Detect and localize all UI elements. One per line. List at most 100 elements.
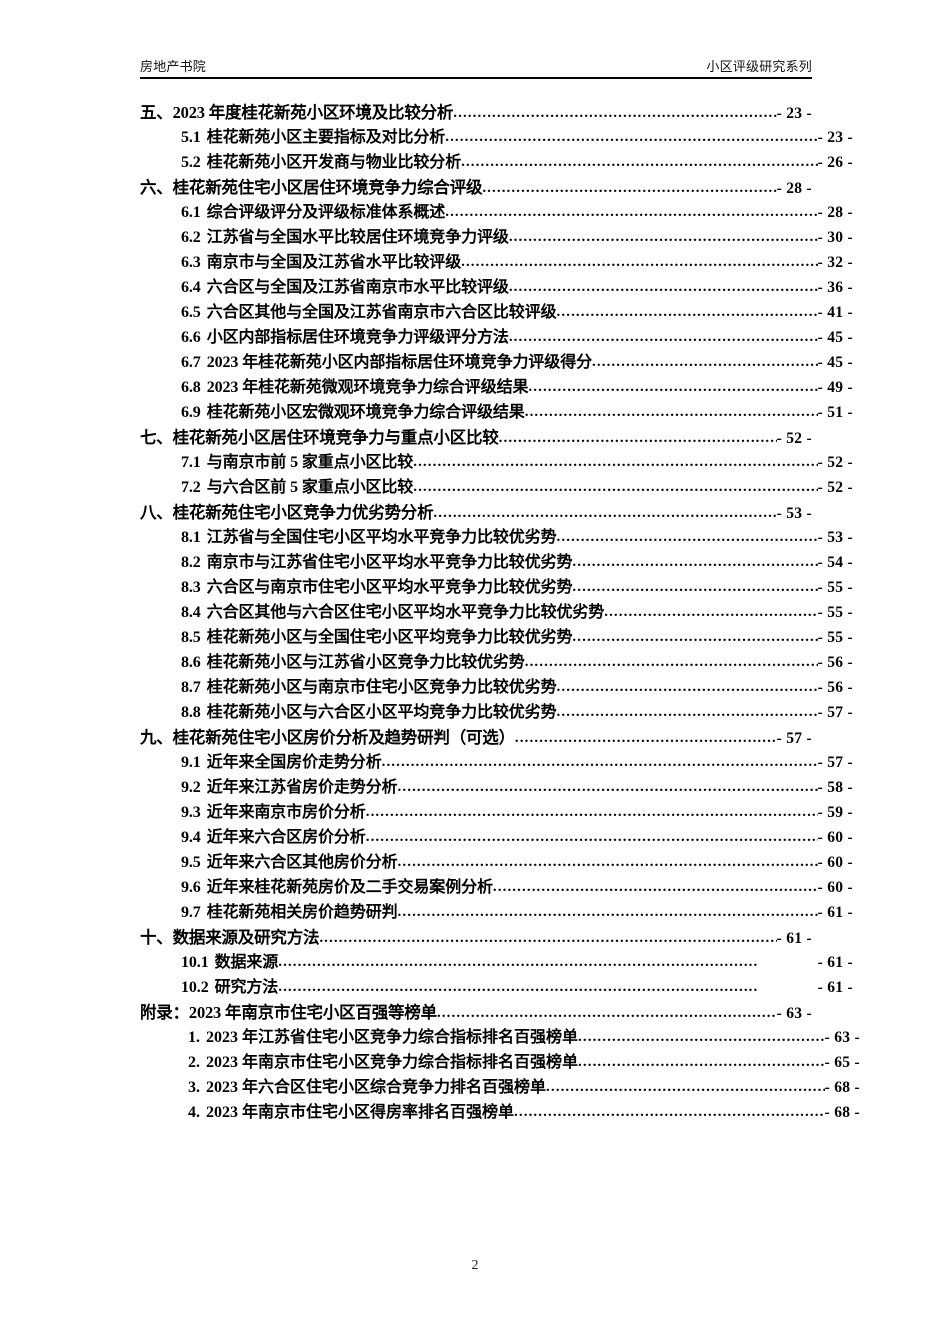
toc-page-number[interactable]: - 68 - xyxy=(824,1104,860,1121)
toc-leader-dots: ........................................… xyxy=(397,904,818,920)
toc-page-number[interactable]: - 56 - xyxy=(817,654,853,671)
toc-leader-dots: ........................................… xyxy=(365,829,818,845)
toc-page-number[interactable]: - 52 - xyxy=(817,454,853,471)
toc-page-number[interactable]: - 61 - xyxy=(776,930,812,947)
toc-entry[interactable]: 6.4 六合区与全国及江苏省南京市水平比较评级..................… xyxy=(181,275,853,300)
toc-entry[interactable]: 9.2 近年来江苏省房价走势分析.........................… xyxy=(181,775,853,800)
toc-entry[interactable]: 6.9 桂花新苑小区宏微观环境竞争力综合评级结果.................… xyxy=(181,400,853,425)
toc-leader-dots: ........................................… xyxy=(433,505,776,521)
toc-leader-dots: ........................................… xyxy=(556,704,818,720)
toc-leader-dots: ........................................… xyxy=(492,879,818,895)
toc-page-number[interactable]: - 58 - xyxy=(817,779,853,796)
toc-entry[interactable]: 六、桂花新苑住宅小区居住环境竞争力综合评级...................… xyxy=(140,175,812,200)
toc-entry-title: 桂花新苑小区主要指标及对比分析 xyxy=(206,129,446,146)
toc-page-number[interactable]: - 52 - xyxy=(776,430,812,447)
toc-page-number[interactable]: - 60 - xyxy=(817,879,853,896)
toc-page-number[interactable]: - 36 - xyxy=(817,279,853,296)
toc-entry[interactable]: 10.2 研究方法................................… xyxy=(181,975,853,1000)
toc-entry-title: 南京市与全国及江苏省水平比较评级 xyxy=(206,254,462,271)
toc-entry[interactable]: 10.1 数据来源................................… xyxy=(181,950,853,975)
toc-entry[interactable]: 9.6 近年来桂花新苑房价及二手交易案例分析...................… xyxy=(181,875,853,900)
toc-page-number[interactable]: - 45 - xyxy=(817,354,853,371)
toc-entry[interactable]: 6.7 2023 年桂花新苑小区内部指标居住环境竞争力评级得分..........… xyxy=(181,350,853,375)
toc-entry[interactable]: 8.2 南京市与江苏省住宅小区平均水平竞争力比较优劣势..............… xyxy=(181,550,853,575)
toc-page-number[interactable]: - 23 - xyxy=(776,105,812,122)
toc-entry[interactable]: 2. 2023 年南京市住宅小区竞争力综合指标排名百强榜单............… xyxy=(188,1050,860,1075)
toc-page-number[interactable]: - 32 - xyxy=(817,254,853,271)
toc-entry-text: 9.2 近年来江苏省房价走势分析 xyxy=(181,775,398,800)
toc-page-number[interactable]: - 53 - xyxy=(817,529,853,546)
toc-entry[interactable]: 8.8 桂花新苑小区与六合区小区平均竞争力比较优劣势...............… xyxy=(181,700,853,725)
toc-entry[interactable]: 3. 2023 年六合区住宅小区综合竞争力排名百强榜单..............… xyxy=(188,1075,860,1100)
toc-entry[interactable]: 7.1 与南京市前 5 家重点小区比较......................… xyxy=(181,450,853,475)
toc-page-number[interactable]: - 55 - xyxy=(817,579,853,596)
toc-entry[interactable]: 9.1 近年来全国房价走势分析..........................… xyxy=(181,750,853,775)
toc-page-number[interactable]: - 57 - xyxy=(817,704,853,721)
toc-entry[interactable]: 9.4 近年来六合区房价分析...........................… xyxy=(181,825,853,850)
toc-entry-title: 近年来江苏省房价走势分析 xyxy=(206,779,398,796)
toc-page-number[interactable]: - 52 - xyxy=(817,479,853,496)
toc-entry[interactable]: 8.7 桂花新苑小区与南京市住宅小区竞争力比较优劣势...............… xyxy=(181,675,853,700)
toc-entry[interactable]: 9.7 桂花新苑相关房价趋势研判.........................… xyxy=(181,900,853,925)
toc-page-number[interactable]: - 30 - xyxy=(817,229,853,246)
toc-page-number[interactable]: - 26 - xyxy=(817,154,853,171)
toc-entry-text: 9.4 近年来六合区房价分析 xyxy=(181,825,366,850)
toc-entry[interactable]: 5.2 桂花新苑小区开发商与物业比较分析.....................… xyxy=(181,150,853,175)
toc-entry[interactable]: 6.1 综合评级评分及评级标准体系概述......................… xyxy=(181,200,853,225)
toc-leader-dots: ........................................… xyxy=(556,679,818,695)
toc-page-number[interactable]: - 61 - xyxy=(817,954,853,971)
toc-entry-text: 6.4 六合区与全国及江苏省南京市水平比较评级 xyxy=(181,275,509,300)
toc-leader-dots: ........................................… xyxy=(508,279,818,295)
toc-entry[interactable]: 6.2 江苏省与全国水平比较居住环境竞争力评级..................… xyxy=(181,225,853,250)
toc-page-number[interactable]: - 55 - xyxy=(817,629,853,646)
toc-page-number[interactable]: - 55 - xyxy=(817,604,853,621)
toc-page-number[interactable]: - 56 - xyxy=(817,679,853,696)
toc-entry[interactable]: 七、桂花新苑小区居住环境竞争力与重点小区比较..................… xyxy=(140,425,812,450)
toc-page-number[interactable]: - 68 - xyxy=(824,1079,860,1096)
toc-entry[interactable]: 1. 2023 年江苏省住宅小区竞争力综合指标排名百强榜单............… xyxy=(188,1025,860,1050)
toc-page-number[interactable]: - 65 - xyxy=(824,1054,860,1071)
toc-page-number[interactable]: - 54 - xyxy=(817,554,853,571)
toc-page-number[interactable]: - 61 - xyxy=(817,979,853,996)
toc-entry[interactable]: 6.3 南京市与全国及江苏省水平比较评级.....................… xyxy=(181,250,853,275)
toc-entry-number: 8.5 xyxy=(181,629,201,646)
toc-entry[interactable]: 6.8 2023 年桂花新苑微观环境竞争力综合评级结果..............… xyxy=(181,375,853,400)
toc-page-number[interactable]: - 63 - xyxy=(776,1005,812,1022)
toc-entry[interactable]: 8.5 桂花新苑小区与全国住宅小区平均竞争力比较优劣势..............… xyxy=(181,625,853,650)
toc-entry-title: 桂花新苑住宅小区竞争力优劣势分析 xyxy=(172,503,434,522)
toc-page-number[interactable]: - 60 - xyxy=(817,854,853,871)
toc-entry[interactable]: 9.3 近年来南京市房价分析...........................… xyxy=(181,800,853,825)
toc-entry[interactable]: 附录：2023 年南京市住宅小区百强等榜单...................… xyxy=(140,1000,812,1025)
toc-page-number[interactable]: - 63 - xyxy=(824,1029,860,1046)
toc-page-number[interactable]: - 41 - xyxy=(817,304,853,321)
toc-entry[interactable]: 五、2023 年度桂花新苑小区环境及比较分析..................… xyxy=(140,100,812,125)
toc-page-number[interactable]: - 61 - xyxy=(817,904,853,921)
toc-page-number[interactable]: - 60 - xyxy=(817,829,853,846)
toc-entry[interactable]: 6.5 六合区其他与全国及江苏省南京市六合区比较评级...............… xyxy=(181,300,853,325)
toc-page-number[interactable]: - 57 - xyxy=(776,730,812,747)
toc-page-number[interactable]: - 51 - xyxy=(817,404,853,421)
toc-page-number[interactable]: - 28 - xyxy=(817,204,853,221)
toc-page-number[interactable]: - 53 - xyxy=(776,505,812,522)
toc-entry-number: 10.1 xyxy=(181,954,209,971)
toc-page-number[interactable]: - 45 - xyxy=(817,329,853,346)
toc-entry[interactable]: 8.3 六合区与南京市住宅小区平均水平竞争力比较优劣势..............… xyxy=(181,575,853,600)
toc-page-number[interactable]: - 28 - xyxy=(776,180,812,197)
toc-entry[interactable]: 7.2 与六合区前 5 家重点小区比较......................… xyxy=(181,475,853,500)
toc-entry[interactable]: 6.6 小区内部指标居住环境竞争力评级评分方法..................… xyxy=(181,325,853,350)
toc-entry-number: 附录： xyxy=(140,1003,189,1022)
toc-entry[interactable]: 8.6 桂花新苑小区与江苏省小区竞争力比较优劣势.................… xyxy=(181,650,853,675)
toc-entry[interactable]: 九、桂花新苑住宅小区房价分析及趋势研判（可选）.................… xyxy=(140,725,812,750)
toc-entry[interactable]: 4. 2023 年南京市住宅小区得房率排名百强榜单................… xyxy=(188,1100,860,1125)
toc-entry[interactable]: 8.4 六合区其他与六合区住宅小区平均水平竞争力比较优劣势............… xyxy=(181,600,853,625)
toc-entry[interactable]: 八、桂花新苑住宅小区竞争力优劣势分析......................… xyxy=(140,500,812,525)
toc-entry[interactable]: 8.1 江苏省与全国住宅小区平均水平竞争力比较优劣势...............… xyxy=(181,525,853,550)
toc-page-number[interactable]: - 49 - xyxy=(817,379,853,396)
toc-entry[interactable]: 5.1 桂花新苑小区主要指标及对比分析......................… xyxy=(181,125,853,150)
toc-entry[interactable]: 9.5 近年来六合区其他房价分析.........................… xyxy=(181,850,853,875)
toc-page-number[interactable]: - 23 - xyxy=(817,129,853,146)
toc-page-number[interactable]: - 59 - xyxy=(817,804,853,821)
toc-page-number[interactable]: - 57 - xyxy=(817,754,853,771)
toc-entry[interactable]: 十、数据来源及研究方法.............................… xyxy=(140,925,812,950)
toc-leader-dots: ........................................… xyxy=(445,204,818,220)
